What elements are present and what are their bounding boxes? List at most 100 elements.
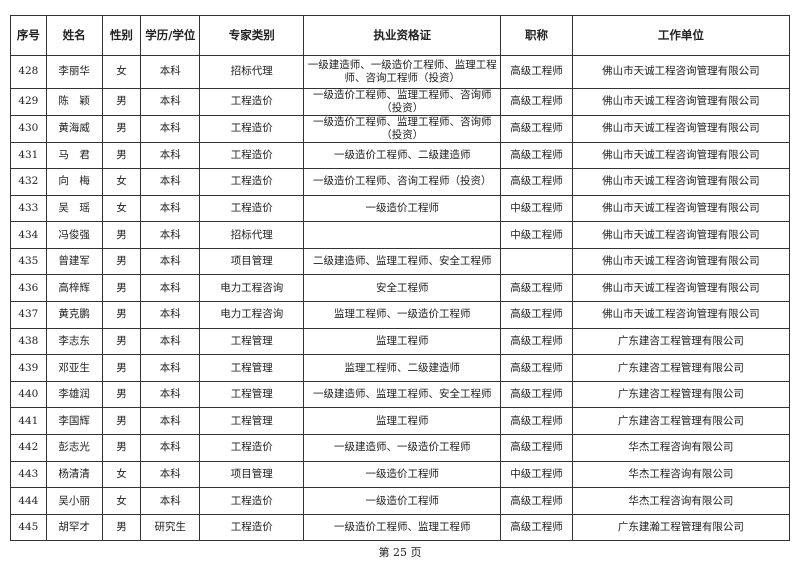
cell-certificates: 一级造价工程师、咨询工程师（投资） <box>303 168 502 196</box>
col-header-gender: 性别 <box>101 15 142 56</box>
cell-name: 吴 瑶 <box>45 194 103 223</box>
cell-employer: 华杰工程咨询有限公司 <box>571 434 791 462</box>
cell-name: 陈 颖 <box>45 87 103 116</box>
cell-title: 高级工程师 <box>500 487 573 515</box>
cell-category: 电力工程咨询 <box>199 274 305 303</box>
cell-certificates: 一级造价工程师、监理工程师、咨询师（投资） <box>303 114 502 143</box>
cell-certificates: 监理工程师 <box>303 327 502 356</box>
table-row: 443 杨清清女本科 项目管理 一级造价工程师 中级工程师 华杰工程咨询有限公司 <box>10 460 791 489</box>
cell-certificates: 一级造价工程师、二级建造师 <box>303 141 502 170</box>
cell-index: 437 <box>10 301 47 329</box>
cell-name: 李国辉 <box>45 407 103 436</box>
cell-certificates <box>303 221 502 249</box>
table-row: 431 马 君男本科 工程造价 一级造价工程师、二级建造师 高级工程师 佛山市天诚工程咨询… <box>10 141 791 170</box>
cell-category: 工程造价 <box>199 168 305 196</box>
cell-title: 高级工程师 <box>500 168 573 196</box>
cell-title: 中级工程师 <box>500 194 573 223</box>
cell-gender: 女 <box>101 487 142 515</box>
cell-name: 彭志光 <box>45 434 103 462</box>
cell-index: 429 <box>10 87 47 116</box>
page-number: 第 25 页 <box>378 546 422 559</box>
cell-category: 工程管理 <box>199 354 305 382</box>
cell-index: 445 <box>10 513 47 542</box>
cell-category: 工程造价 <box>199 194 305 223</box>
cell-certificates: 一级造价工程师 <box>303 460 502 489</box>
cell-title: 高级工程师 <box>500 327 573 356</box>
cell-education: 本科 <box>140 114 201 143</box>
table-row: 432 向 梅女本科 工程造价 一级造价工程师、咨询工程师（投资） 高级工程师 佛山市天诚… <box>10 168 791 196</box>
col-header-title: 职称 <box>500 15 573 56</box>
cell-category: 工程造价 <box>199 114 305 143</box>
cell-name: 李丽华 <box>45 55 103 89</box>
cell-education: 本科 <box>140 354 201 382</box>
cell-gender: 男 <box>101 114 142 143</box>
cell-gender: 男 <box>101 247 142 276</box>
cell-title: 高级工程师 <box>500 55 573 89</box>
cell-education: 本科 <box>140 487 201 515</box>
cell-category: 招标代理 <box>199 221 305 249</box>
cell-name: 曾建军 <box>45 247 103 276</box>
cell-employer: 佛山市天诚工程咨询管理有限公司 <box>571 194 791 223</box>
cell-certificates: 二级建造师、监理工程师、安全工程师 <box>303 247 502 276</box>
cell-index: 434 <box>10 221 47 249</box>
cell-certificates: 一级造价工程师 <box>303 194 502 223</box>
col-header-index: 序号 <box>10 15 47 56</box>
cell-category: 工程造价 <box>199 87 305 116</box>
cell-gender: 男 <box>101 141 142 170</box>
cell-certificates: 一级建造师、监理工程师、安全工程师 <box>303 380 502 409</box>
cell-employer: 佛山市天诚工程咨询管理有限公司 <box>571 274 791 303</box>
cell-education: 本科 <box>140 327 201 356</box>
cell-name: 马 君 <box>45 141 103 170</box>
cell-index: 431 <box>10 141 47 170</box>
cell-category: 工程造价 <box>199 141 305 170</box>
cell-gender: 男 <box>101 354 142 382</box>
table-row: 444 吴小丽女本科 工程造价 一级造价工程师 高级工程师 华杰工程咨询有限公司 <box>10 487 791 515</box>
cell-employer: 佛山市天诚工程咨询管理有限公司 <box>571 168 791 196</box>
cell-category: 工程造价 <box>199 434 305 462</box>
cell-education: 本科 <box>140 55 201 89</box>
cell-education: 研究生 <box>140 513 201 542</box>
col-header-employer: 工作单位 <box>571 15 791 56</box>
cell-gender: 男 <box>101 87 142 116</box>
cell-gender: 男 <box>101 327 142 356</box>
cell-title: 高级工程师 <box>500 114 573 143</box>
cell-index: 432 <box>10 168 47 196</box>
cell-title: 高级工程师 <box>500 380 573 409</box>
cell-employer: 华杰工程咨询有限公司 <box>571 460 791 489</box>
cell-name: 杨清清 <box>45 460 103 489</box>
cell-gender: 男 <box>101 380 142 409</box>
cell-gender: 男 <box>101 434 142 462</box>
cell-certificates: 一级建造师、一级造价工程师 <box>303 434 502 462</box>
cell-certificates: 监理工程师、二级建造师 <box>303 354 502 382</box>
cell-gender: 男 <box>101 274 142 303</box>
col-header-name: 姓名 <box>45 15 103 56</box>
cell-education: 本科 <box>140 274 201 303</box>
cell-employer: 佛山市天诚工程咨询管理有限公司 <box>571 114 791 143</box>
cell-education: 本科 <box>140 141 201 170</box>
cell-title: 中级工程师 <box>500 221 573 249</box>
cell-category: 工程造价 <box>199 513 305 542</box>
table-row: 435 曾建军男本科 项目管理 二级建造师、监理工程师、安全工程师 佛山市天诚工程咨询管… <box>10 247 791 276</box>
cell-employer: 广东建咨工程管理有限公司 <box>571 327 791 356</box>
cell-employer: 广东建咨工程管理有限公司 <box>571 407 791 436</box>
cell-name: 李雄润 <box>45 380 103 409</box>
cell-title: 高级工程师 <box>500 301 573 329</box>
cell-index: 444 <box>10 487 47 515</box>
cell-title <box>500 247 573 276</box>
cell-title: 中级工程师 <box>500 460 573 489</box>
cell-category: 招标代理 <box>199 55 305 89</box>
cell-certificates: 监理工程师 <box>303 407 502 436</box>
cell-gender: 女 <box>101 168 142 196</box>
cell-index: 433 <box>10 194 47 223</box>
cell-index: 442 <box>10 434 47 462</box>
cell-certificates: 一级建造师、一级造价工程师、监理工程师、咨询工程师（投资） <box>303 55 502 89</box>
cell-employer: 广东建咨工程管理有限公司 <box>571 354 791 382</box>
cell-employer: 佛山市天诚工程咨询管理有限公司 <box>571 301 791 329</box>
cell-category: 工程造价 <box>199 487 305 515</box>
cell-employer: 佛山市天诚工程咨询管理有限公司 <box>571 141 791 170</box>
cell-gender: 男 <box>101 301 142 329</box>
col-header-education: 学历/学位 <box>140 15 201 56</box>
cell-name: 向 梅 <box>45 168 103 196</box>
cell-index: 441 <box>10 407 47 436</box>
cell-gender: 女 <box>101 194 142 223</box>
